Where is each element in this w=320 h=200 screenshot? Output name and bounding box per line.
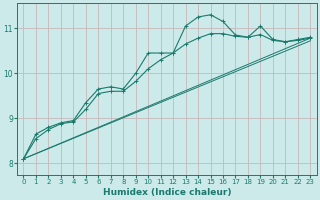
X-axis label: Humidex (Indice chaleur): Humidex (Indice chaleur) — [103, 188, 231, 197]
